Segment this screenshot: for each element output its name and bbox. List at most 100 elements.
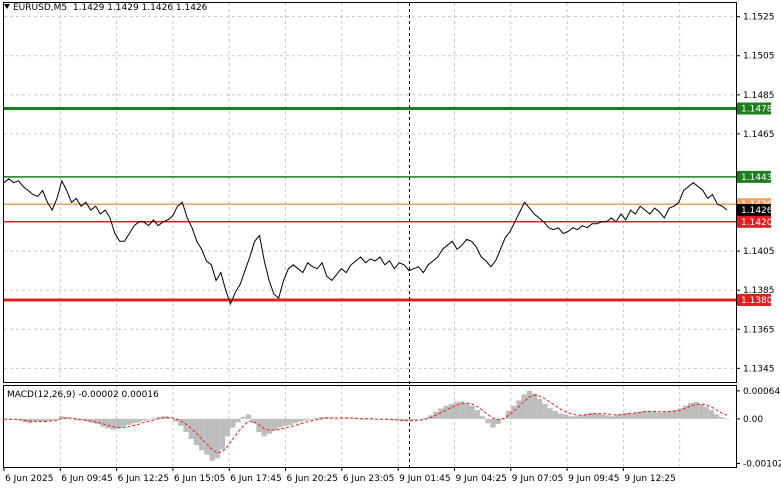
macd-bar — [511, 405, 517, 419]
macd-bar — [178, 418, 184, 426]
macd-bar — [381, 418, 387, 420]
time-tick-label: 6 Jun 17:45 — [230, 474, 281, 484]
macd-bar — [641, 410, 647, 419]
macd-bar — [521, 394, 527, 419]
macd-bar — [443, 405, 449, 419]
macd-bar — [136, 418, 142, 423]
macd-bar — [599, 414, 605, 419]
price-tick-label: 1.1405 — [743, 247, 775, 257]
time-tick-label: 9 Jun 01:45 — [399, 474, 450, 484]
macd-bar — [490, 418, 496, 428]
macd-bar — [719, 417, 725, 419]
axis-labels: 1.14781.14431.14291.14261.14201.13801.15… — [3, 13, 781, 484]
dropdown-triangle-icon[interactable] — [4, 4, 10, 9]
macd-bar — [370, 418, 376, 420]
macd-bar — [422, 417, 428, 419]
macd-bar — [505, 410, 512, 419]
macd-header: MACD(12,26,9) -0.00002 0.00016 — [7, 390, 159, 400]
time-tick-label: 6 Jun 12:25 — [118, 474, 169, 484]
grid — [4, 3, 736, 467]
macd-bar — [173, 418, 179, 422]
time-tick-label: 9 Jun 07:05 — [512, 474, 563, 484]
macd-bar — [251, 418, 257, 424]
time-tick-label: 6 Jun 20:25 — [287, 474, 338, 484]
time-tick-label: 6 Jun 2025 — [5, 474, 53, 484]
price-tick-label: 1.1385 — [743, 286, 775, 296]
macd-bar — [100, 418, 106, 427]
macd-bar — [724, 418, 730, 420]
macd-bar — [630, 413, 636, 419]
macd-bar — [266, 418, 272, 434]
macd-bar — [110, 418, 116, 430]
macd-bar — [282, 418, 288, 426]
price-tick-label: 1.1365 — [743, 325, 775, 335]
macd-bar — [625, 412, 631, 419]
macd-bar — [604, 415, 610, 419]
macd-bar — [58, 416, 64, 419]
macd-bar — [448, 403, 454, 419]
macd-bar — [209, 418, 215, 461]
macd-bar — [193, 418, 200, 446]
macd-bar — [105, 418, 111, 429]
macd-bar — [526, 390, 532, 419]
macd-bar — [375, 418, 382, 420]
macd-bar — [495, 418, 501, 425]
macd-bar — [516, 400, 522, 419]
macd-bar — [682, 405, 688, 419]
macd-bar — [651, 411, 657, 419]
macd-bar — [708, 410, 714, 419]
macd-bar — [32, 418, 38, 422]
level-price-text: 1.1426 — [741, 206, 773, 216]
macd-bar — [542, 403, 548, 419]
macd-bar — [365, 418, 371, 420]
macd-bar — [547, 408, 553, 419]
macd-bar — [620, 413, 626, 419]
macd-bar — [386, 418, 392, 420]
price-tick-label: 1.1485 — [743, 91, 775, 101]
macd-bar — [334, 418, 340, 420]
macd-bar — [126, 418, 132, 425]
macd-bar — [459, 401, 465, 419]
price-panel — [3, 2, 737, 383]
chart-header: EURUSD,M5 1.1429 1.1429 1.1426 1.1426 — [4, 3, 207, 13]
macd-bar — [656, 412, 662, 419]
time-tick-label: 9 Jun 12:25 — [624, 474, 675, 484]
level-price-text: 1.1420 — [741, 218, 773, 228]
price-tick-label: 1.1505 — [743, 52, 775, 62]
macd-signal-line — [4, 394, 728, 454]
macd-histogram — [1, 390, 730, 461]
level-price-tag — [737, 170, 771, 183]
macd-bar — [531, 393, 538, 419]
macd-bar — [199, 418, 205, 451]
macd-bar — [396, 418, 402, 421]
time-tick-label: 9 Jun 04:25 — [455, 474, 506, 484]
macd-bar — [687, 403, 694, 419]
price-line — [3, 178, 728, 306]
price-tick-label: 1.1465 — [743, 130, 775, 140]
macd-bar — [589, 412, 595, 419]
macd-bar — [391, 418, 397, 421]
macd-bar — [438, 408, 444, 419]
macd-bar — [485, 418, 491, 424]
macd-bar — [303, 418, 309, 421]
macd-bar — [214, 418, 220, 459]
macd-tick-label: 0.00 — [743, 415, 763, 425]
macd-bar — [287, 418, 293, 425]
macd-bar — [121, 418, 127, 427]
macd-bar — [698, 403, 704, 419]
macd-bar — [672, 410, 678, 419]
macd-bar — [537, 398, 543, 419]
macd-bar — [355, 418, 361, 420]
macd-bar — [297, 418, 304, 422]
macd-bar — [677, 408, 683, 419]
macd-bar — [79, 418, 85, 421]
macd-bar — [141, 418, 148, 421]
level-price-tag — [737, 204, 771, 217]
ohlc-values: 1.1429 1.1429 1.1426 1.1426 — [72, 3, 208, 13]
macd-bar — [219, 418, 226, 450]
macd-bar — [69, 418, 75, 420]
time-tick-label: 9 Jun 09:45 — [568, 474, 619, 484]
macd-bar — [318, 417, 324, 419]
level-price-tag — [737, 102, 771, 115]
time-tick-label: 6 Jun 09:45 — [61, 474, 112, 484]
